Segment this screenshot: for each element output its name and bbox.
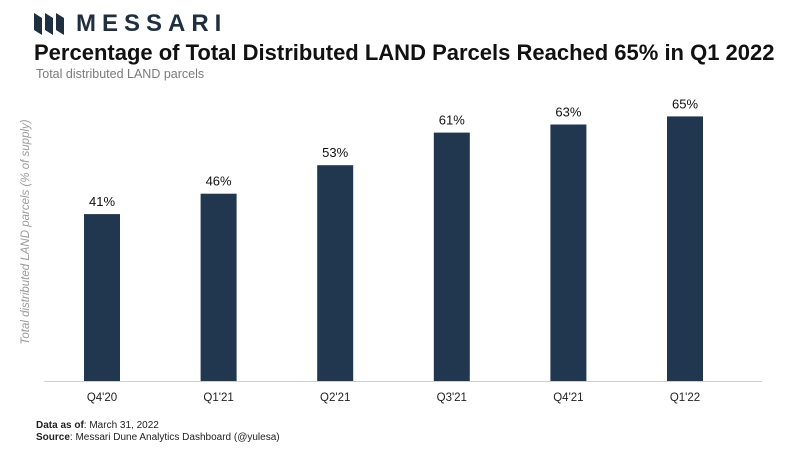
bar-4	[550, 124, 587, 381]
data-label-4: 63%	[555, 105, 581, 120]
brand-name: MESSARI	[76, 10, 228, 37]
x-tick-label-4: Q4'21	[553, 392, 583, 404]
data-label-0: 41%	[89, 194, 115, 209]
chart-subtitle: Total distributed LAND parcels	[36, 67, 205, 81]
source-value: : Messari Dune Analytics Dashboard (@yul…	[69, 432, 280, 443]
data-as-of-label: Data as of	[36, 420, 84, 431]
source-label: Source	[36, 432, 70, 443]
data-as-of-value: : March 31, 2022	[83, 420, 159, 431]
data-as-of-note: Data as of: March 31, 2022	[36, 420, 280, 432]
bar-5	[667, 116, 703, 382]
source-note: Source: Messari Dune Analytics Dashboard…	[36, 432, 280, 444]
bar-2	[317, 165, 354, 381]
x-tick-label-5: Q1'22	[670, 392, 700, 404]
y-axis-label: Total distributed LAND parcels (% of sup…	[20, 119, 32, 344]
brand-logo: MESSARI	[34, 12, 227, 36]
data-label-2: 53%	[322, 145, 348, 160]
messari-logo-icon	[34, 13, 64, 35]
bar-0	[84, 214, 120, 381]
x-tick-label-1: Q1'21	[203, 392, 233, 404]
data-label-1: 46%	[206, 174, 232, 189]
x-tick-label-3: Q3'21	[437, 392, 467, 404]
bar-1	[200, 193, 237, 381]
bar-3	[433, 132, 470, 381]
bars-group: 41% Q4'20 46% Q1'21 53% Q2'21 61% Q3'21 63% Q4'21…	[84, 96, 703, 404]
x-tick-label-2: Q2'21	[320, 392, 350, 404]
x-tick-label-0: Q4'20	[87, 392, 117, 404]
chart-title: Percentage of Total Distributed LAND Par…	[34, 40, 775, 65]
data-label-3: 61%	[439, 113, 465, 128]
chart-footer: Data as of: March 31, 2022 Source: Messa…	[36, 420, 280, 444]
data-label-5: 65%	[672, 96, 698, 111]
